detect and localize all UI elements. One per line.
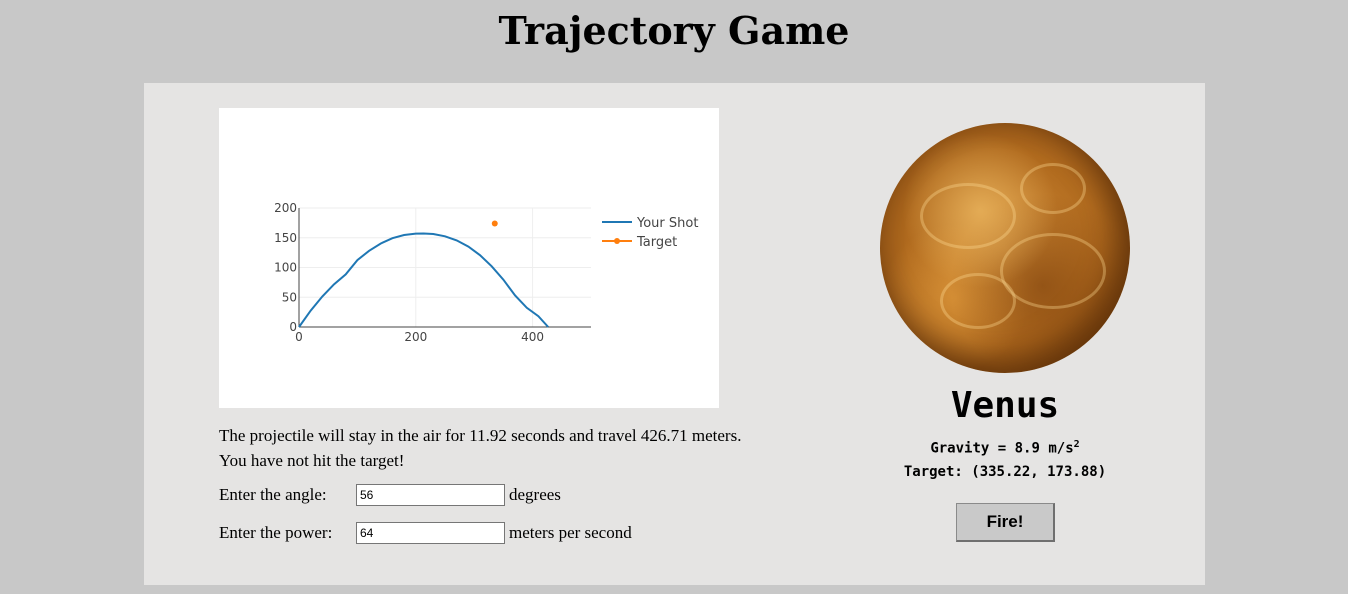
y-tick-label: 150 xyxy=(274,231,297,245)
game-panel: 0 50 100 150 200 0 200 400 Your Shot Target The p… xyxy=(144,83,1205,585)
gravity-exponent: 2 xyxy=(1073,439,1080,450)
chart-svg: 0 50 100 150 200 0 200 400 Your Shot Target xyxy=(274,201,698,344)
angle-unit: degrees xyxy=(509,485,561,504)
angle-input[interactable] xyxy=(356,484,505,506)
target-readout: Target: (335.22, 173.88) xyxy=(903,464,1107,480)
venus-planet-image xyxy=(880,123,1130,373)
angle-label: Enter the angle: xyxy=(219,485,327,504)
y-tick-label: 50 xyxy=(282,290,297,304)
power-unit: meters per second xyxy=(509,523,632,542)
power-input[interactable] xyxy=(356,522,505,544)
gravity-readout: Gravity = 8.9 m/s2 xyxy=(855,439,1155,457)
legend-label: Your Shot xyxy=(636,216,698,231)
x-tick-label: 0 xyxy=(295,330,303,344)
planet-name: Venus xyxy=(950,385,1060,426)
legend-label: Target xyxy=(636,235,677,250)
flight-summary: The projectile will stay in the air for … xyxy=(219,426,742,445)
gravity-text: Gravity = 8.9 m/s xyxy=(930,440,1074,457)
x-tick-label: 200 xyxy=(404,330,427,344)
power-label: Enter the power: xyxy=(219,523,333,542)
legend-marker xyxy=(614,238,620,244)
hit-status: You have not hit the target! xyxy=(219,451,405,470)
trajectory-chart: 0 50 100 150 200 0 200 400 Your Shot Target xyxy=(219,108,719,408)
angle-row: Enter the angle: degrees xyxy=(219,484,561,506)
y-tick-label: 0 xyxy=(289,320,297,334)
shot-trajectory-line xyxy=(298,232,549,328)
y-tick-label: 200 xyxy=(274,201,297,215)
y-tick-label: 100 xyxy=(274,261,297,275)
power-row: Enter the power: meters per second xyxy=(219,522,632,544)
fire-button[interactable]: Fire! xyxy=(956,503,1055,542)
result-text: The projectile will stay in the air for … xyxy=(219,423,741,473)
page-title: Trajectory Game xyxy=(498,8,850,53)
x-tick-label: 400 xyxy=(521,330,544,344)
target-point xyxy=(491,220,498,227)
